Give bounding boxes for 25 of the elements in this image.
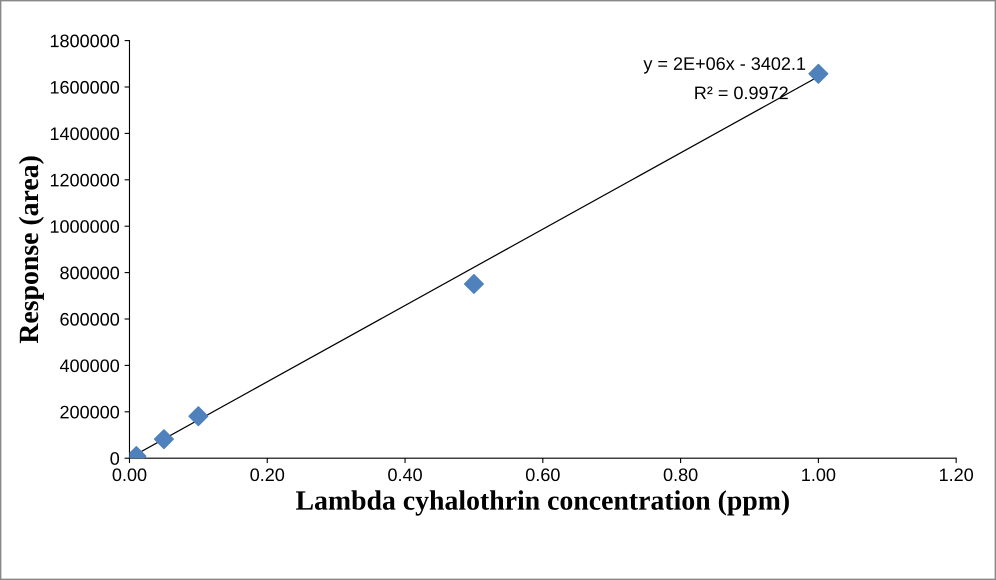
point bbox=[808, 64, 828, 84]
x-tick-label: 0.00 bbox=[112, 468, 146, 482]
x-tick-label: 1.00 bbox=[802, 468, 836, 482]
x-tick-label: 0.20 bbox=[250, 468, 284, 482]
y-tick-label: 200000 bbox=[60, 406, 120, 419]
x-axis-title: Lambda cyhalothrin concentration (ppm) bbox=[296, 490, 789, 516]
y-tick-label: 600000 bbox=[60, 312, 120, 326]
x-tick-label: 0.60 bbox=[526, 468, 560, 482]
annotation: y = 2E+06x - 3402.1 bbox=[643, 57, 806, 74]
x-tick-label: 1.20 bbox=[940, 468, 974, 482]
x-tick-label: 0.40 bbox=[388, 468, 422, 482]
y-tick-label: 0 bbox=[110, 452, 120, 465]
x-tick-label: 0.80 bbox=[664, 468, 698, 482]
y-tick-label: 1000000 bbox=[50, 220, 120, 233]
y-tick-label: 400000 bbox=[60, 359, 120, 372]
y-tick-label: 800000 bbox=[60, 266, 120, 280]
y-tick-label: 1600000 bbox=[50, 80, 120, 94]
y-axis-title: Response (area) bbox=[18, 156, 44, 344]
point bbox=[188, 406, 208, 426]
point bbox=[154, 429, 174, 450]
y-tick-label: 1200000 bbox=[50, 174, 120, 187]
y-tick-label: 1800000 bbox=[50, 34, 120, 48]
y-tick-label: 1400000 bbox=[50, 127, 120, 140]
point bbox=[464, 274, 484, 294]
annotation: R² = 0.9972 bbox=[695, 86, 788, 100]
